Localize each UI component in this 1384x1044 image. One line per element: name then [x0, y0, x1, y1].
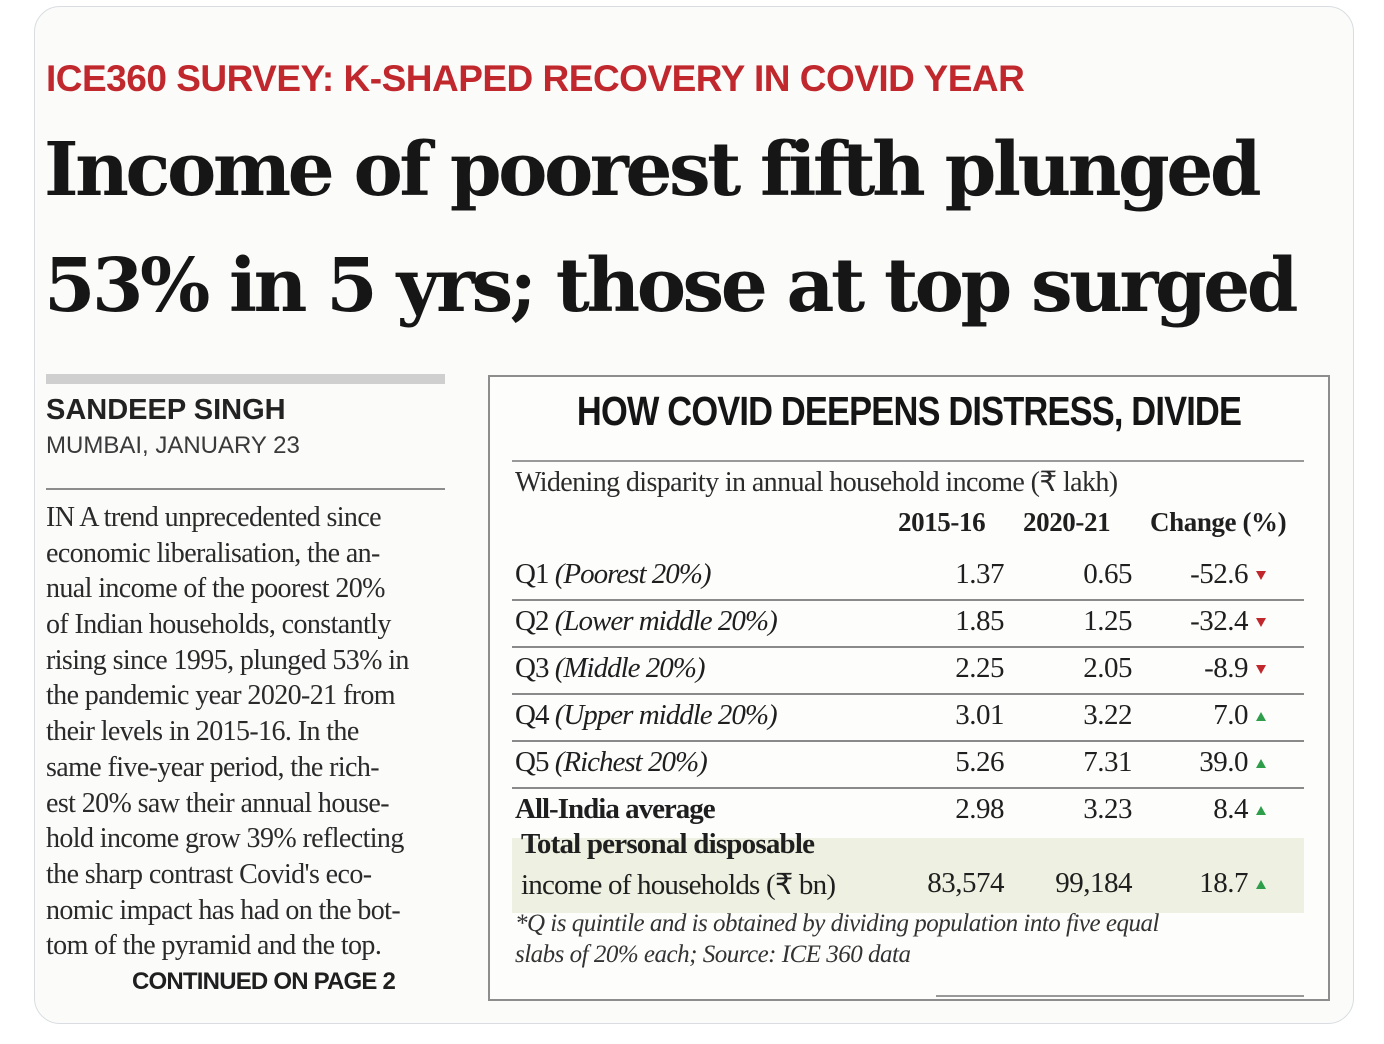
value-2020: 3.23: [1083, 793, 1132, 825]
row-label: Q3 (Middle 20%): [515, 652, 706, 685]
value-2020: 3.22: [1083, 699, 1132, 731]
body-line: rising since 1995, plunged 53% in: [46, 644, 409, 676]
kicker: ICE360 SURVEY: K-SHAPED RECOVERY IN COVI…: [46, 58, 1025, 99]
row-description: (Poorest 20%): [554, 558, 712, 590]
up-arrow-icon: [1256, 759, 1266, 768]
value-2020: 7.31: [1083, 746, 1132, 778]
row-code: Q1: [515, 558, 549, 590]
column-header-2015: 2015-16: [898, 507, 986, 537]
body-line: nual income of the poorest 20%: [46, 573, 386, 605]
value-2020: 0.65: [1083, 558, 1132, 590]
body-line: IN A trend unprecedented since: [46, 502, 382, 533]
up-arrow-icon: [1256, 880, 1266, 889]
row-description: (Richest 20%): [554, 746, 708, 778]
headline-line-1: Income of poorest fifth plunged: [44, 127, 1262, 213]
value-2015: 1.37: [955, 558, 1004, 590]
row-description: (Lower middle 20%): [554, 605, 778, 637]
body-line: the pandemic year 2020-21 from: [46, 680, 396, 712]
row-divider: [512, 599, 1304, 601]
row-divider: [512, 646, 1304, 648]
value-2020: 1.25: [1083, 605, 1132, 637]
row-label: Q4 (Upper middle 20%): [515, 699, 778, 732]
row-label: Q5 (Richest 20%): [515, 746, 708, 779]
up-arrow-icon: [1256, 712, 1266, 721]
down-arrow-icon: [1256, 618, 1266, 627]
total-row-band: [512, 838, 1304, 913]
author-name: SANDEEP SINGH: [46, 394, 286, 426]
continued-link[interactable]: CONTINUED ON PAGE 2: [132, 968, 396, 995]
table-row: All-India average 2.98 3.23 8.4: [512, 789, 1304, 836]
value-2015: 2.25: [955, 652, 1004, 684]
up-arrow-icon: [1256, 806, 1266, 815]
table-row: Q2 (Lower middle 20%) 1.85 1.25 -32.4: [512, 601, 1304, 648]
value-2015: 2.98: [955, 793, 1004, 825]
body-line: their levels in 2015-16. In the: [46, 716, 359, 748]
body-line: of Indian households, constantly: [46, 609, 391, 641]
total-label-line-1: Total personal disposable: [521, 828, 815, 860]
footnote-line-1: *Q is quintile and is obtained by dividi…: [515, 910, 1159, 937]
table-row: Q3 (Middle 20%) 2.25 2.05 -8.9: [512, 648, 1304, 695]
row-label: All-India average: [515, 793, 716, 826]
down-arrow-icon: [1256, 571, 1266, 580]
body-line: same five-year period, the rich-: [46, 751, 380, 783]
row-code: All-India average: [515, 793, 716, 825]
body-line: economic liberalisation, the an-: [46, 537, 380, 569]
article-body: IN A trend unprecedented since economic …: [46, 500, 446, 964]
total-value-2015: 83,574: [927, 867, 1004, 899]
footnote: *Q is quintile and is obtained by dividi…: [515, 908, 1305, 970]
headline: Income of poorest fifth plunged 53% in 5…: [44, 112, 1344, 344]
change-value: 8.4: [1213, 793, 1248, 825]
down-arrow-icon: [1256, 665, 1266, 674]
change-value: -32.4: [1190, 605, 1248, 637]
body-line: est 20% saw their annual house-: [46, 787, 390, 819]
body-line: tom of the pyramid and the top.: [46, 930, 382, 962]
dateline: MUMBAI, JANUARY 23: [46, 432, 300, 459]
table-title-rule: [512, 460, 1304, 462]
table-row: Q4 (Upper middle 20%) 3.01 3.22 7.0: [512, 695, 1304, 742]
row-code: Q3: [515, 652, 549, 684]
table-title: HOW COVID DEEPENS DISTRESS, DIVIDE: [576, 388, 1242, 434]
total-value-2020: 99,184: [1055, 867, 1132, 899]
change-value: 39.0: [1199, 746, 1248, 778]
column-header-2020: 2020-21: [1023, 507, 1111, 537]
row-description: (Middle 20%): [554, 652, 706, 684]
row-description: (Upper middle 20%): [554, 699, 778, 731]
row-divider: [512, 787, 1304, 789]
change-value: -52.6: [1190, 558, 1248, 590]
footnote-line-2: slabs of 20% each; Source: ICE 360 data: [515, 941, 911, 968]
table-row: Q5 (Richest 20%) 5.26 7.31 39.0: [512, 742, 1304, 789]
total-label-line-2: income of households (₹ bn): [521, 869, 836, 901]
body-line: hold income grow 39% reflecting: [46, 823, 404, 855]
table-row: Q1 (Poorest 20%) 1.37 0.65 -52.6: [512, 554, 1304, 601]
total-change: 18.7: [1199, 867, 1248, 899]
total-row: 83,574 99,184 18.7: [512, 863, 1304, 910]
row-label: Q2 (Lower middle 20%): [515, 605, 778, 638]
value-2015: 5.26: [955, 746, 1004, 778]
value-2015: 1.85: [955, 605, 1004, 637]
value-2015: 3.01: [955, 699, 1004, 731]
body-rule: [46, 488, 445, 490]
row-divider: [512, 693, 1304, 695]
change-value: -8.9: [1204, 652, 1248, 684]
body-line: nomic impact has had on the bot-: [46, 894, 401, 926]
box-bottom-rule: [936, 995, 1304, 997]
row-code: Q5: [515, 746, 549, 778]
value-2020: 2.05: [1083, 652, 1132, 684]
row-code: Q2: [515, 605, 549, 637]
headline-line-2: 53% in 5 yrs; those at top surged: [44, 243, 1299, 329]
row-label: Q1 (Poorest 20%): [515, 558, 712, 591]
column-header-change: Change (%): [1150, 507, 1287, 537]
byline-rule: [46, 374, 445, 384]
row-code: Q4: [515, 699, 549, 731]
row-divider: [512, 740, 1304, 742]
body-line: the sharp contrast Covid's eco-: [46, 858, 372, 890]
table-subtitle: Widening disparity in annual household i…: [515, 467, 1118, 498]
change-value: 7.0: [1213, 699, 1248, 731]
